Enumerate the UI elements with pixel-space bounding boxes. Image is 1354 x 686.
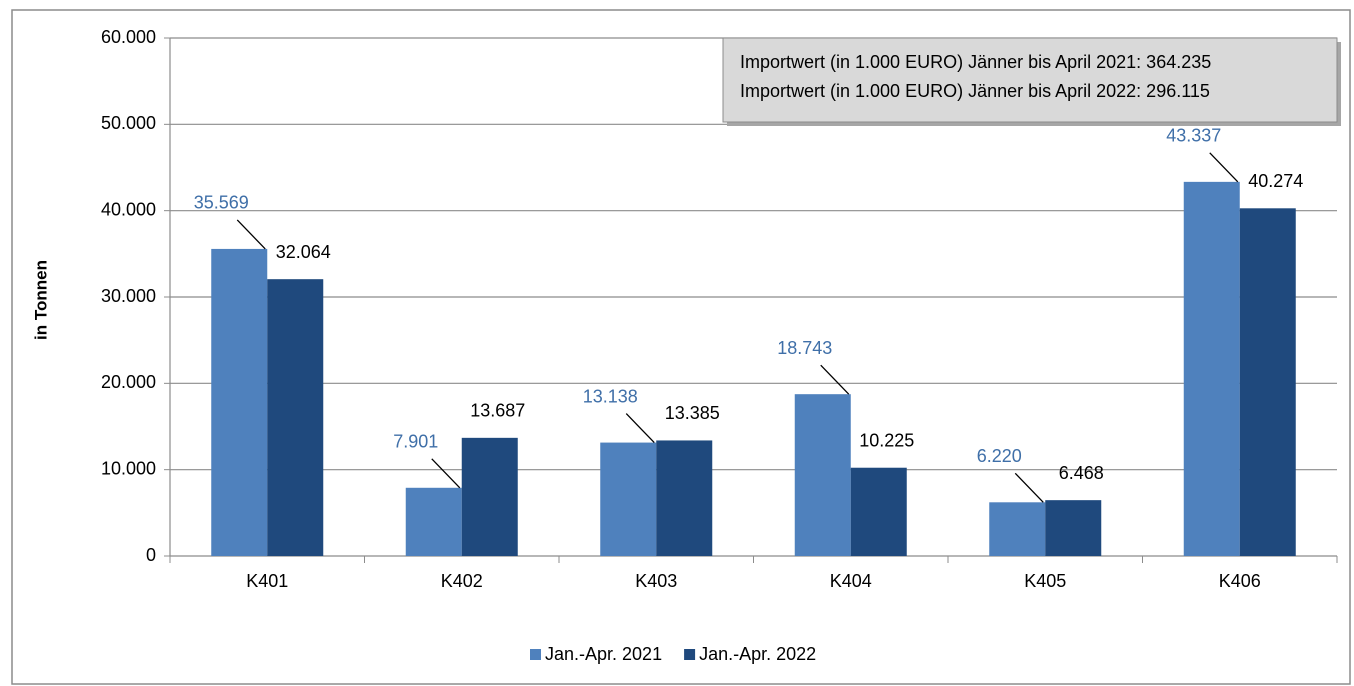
bar	[1045, 500, 1102, 556]
value-label: 13.385	[665, 403, 720, 423]
y-tick-label: 30.000	[101, 286, 156, 306]
value-label: 40.274	[1248, 171, 1303, 191]
value-label: 18.743	[777, 338, 832, 358]
y-tick-label: 0	[146, 545, 156, 565]
legend-label: Jan.-Apr. 2022	[699, 644, 816, 664]
legend-label: Jan.-Apr. 2021	[545, 644, 662, 664]
y-tick-label: 10.000	[101, 458, 156, 478]
annotation-text: Importwert (in 1.000 EURO) Jänner bis Ap…	[740, 81, 1210, 101]
legend-swatch	[684, 649, 696, 660]
leader-line	[1014, 472, 1044, 503]
bar	[656, 440, 713, 556]
bar	[211, 248, 268, 556]
x-tick-label: K406	[1219, 571, 1261, 591]
value-label: 13.138	[583, 386, 638, 406]
legend-swatch	[530, 649, 541, 660]
leader-line	[236, 219, 266, 250]
value-label: 32.064	[276, 242, 331, 262]
value-label: 7.901	[393, 432, 438, 452]
leader-line	[431, 458, 461, 489]
annotation-text: Importwert (in 1.000 EURO) Jänner bis Ap…	[740, 52, 1211, 72]
y-tick-label: 20.000	[101, 372, 156, 392]
value-label: 6.220	[977, 446, 1022, 466]
y-tick-label: 40.000	[101, 199, 156, 219]
y-tick-label: 60.000	[101, 27, 156, 47]
x-tick-label: K403	[635, 571, 677, 591]
value-label: 13.687	[470, 401, 525, 421]
bar	[1239, 208, 1296, 556]
y-tick-label: 50.000	[101, 113, 156, 133]
leader-line	[625, 413, 655, 444]
bar	[405, 487, 462, 556]
bar	[850, 467, 907, 556]
bar	[267, 279, 324, 556]
value-label: 43.337	[1166, 126, 1221, 146]
bar	[461, 437, 518, 556]
value-label: 35.569	[194, 193, 249, 213]
annotation-box	[722, 37, 1338, 123]
y-axis-label: in Tonnen	[31, 260, 50, 340]
x-tick-label: K401	[246, 571, 288, 591]
x-tick-label: K404	[830, 571, 872, 591]
value-label: 10.225	[859, 430, 914, 450]
bar	[989, 502, 1046, 556]
leader-line	[820, 364, 850, 395]
x-tick-label: K405	[1024, 571, 1066, 591]
x-tick-label: K402	[441, 571, 483, 591]
bar	[794, 394, 851, 556]
value-label: 6.468	[1059, 463, 1104, 483]
leader-line	[1209, 152, 1239, 183]
bar	[1183, 181, 1240, 556]
bar	[600, 442, 657, 556]
